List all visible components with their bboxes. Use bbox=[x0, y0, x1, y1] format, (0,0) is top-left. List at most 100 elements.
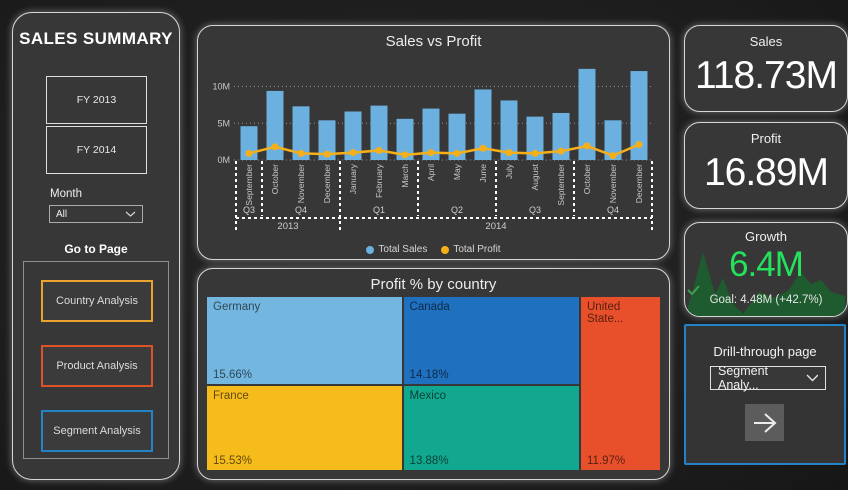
treemap-cell-name: Mexico bbox=[409, 389, 446, 402]
point-total-profit[interactable] bbox=[479, 144, 487, 152]
treemap-cells: Germany 15.66% Canada 14.18% United State...… bbox=[206, 296, 661, 471]
point-total-profit[interactable] bbox=[609, 152, 617, 160]
point-total-profit[interactable] bbox=[245, 149, 253, 157]
legend-dot bbox=[366, 245, 375, 254]
x-axis-month-label: December bbox=[634, 164, 644, 203]
treemap-cell-mexico[interactable]: Mexico 13.88% bbox=[402, 384, 580, 471]
page-title: SALES SUMMARY bbox=[19, 29, 173, 48]
bar-total-sales[interactable] bbox=[344, 111, 362, 160]
bar-total-sales[interactable] bbox=[578, 68, 596, 160]
fy-2014-button[interactable]: FY 2014 bbox=[46, 126, 147, 174]
profit-kpi-card: Profit 16.89M bbox=[684, 122, 848, 209]
legend-item-total-sales[interactable]: Total Sales bbox=[366, 244, 427, 255]
y-axis-label: 10M bbox=[212, 82, 230, 92]
treemap-cell-germany[interactable]: Germany 15.66% bbox=[206, 296, 403, 385]
bar-total-sales[interactable] bbox=[604, 120, 622, 160]
bar-total-sales[interactable] bbox=[630, 71, 648, 160]
treemap-cell-value: 13.88% bbox=[409, 454, 449, 467]
treemap-cell-canada[interactable]: Canada 14.18% bbox=[402, 296, 580, 385]
point-total-profit[interactable] bbox=[401, 151, 409, 159]
chevron-down-icon bbox=[806, 374, 818, 382]
x-axis-month-label: April bbox=[426, 164, 436, 181]
month-dropdown-value: All bbox=[56, 208, 68, 220]
bar-total-sales[interactable] bbox=[552, 112, 570, 160]
goto-country-analysis-button[interactable]: Country Analysis bbox=[41, 280, 153, 322]
point-total-profit[interactable] bbox=[375, 146, 383, 154]
y-axis-label: 0M bbox=[217, 155, 230, 165]
x-axis-quarter-label: Q1 bbox=[373, 205, 385, 215]
bar-total-sales[interactable] bbox=[500, 100, 518, 160]
x-axis-quarter-label: Q3 bbox=[529, 205, 541, 215]
legend-dot bbox=[441, 245, 450, 254]
treemap-cell-name: United State... bbox=[587, 301, 624, 325]
bar-total-sales[interactable] bbox=[448, 113, 466, 160]
growth-kpi-card: Growth 6.4M Goal: 4.48M (+42.7%) bbox=[684, 222, 848, 317]
x-axis-quarter-label: Q3 bbox=[243, 205, 255, 215]
fy-2013-button[interactable]: FY 2013 bbox=[46, 76, 147, 124]
x-axis-quarter-label: Q4 bbox=[295, 205, 307, 215]
arrow-right-icon bbox=[753, 412, 776, 433]
profit-card-label: Profit bbox=[750, 131, 782, 146]
point-total-profit[interactable] bbox=[427, 149, 435, 157]
line-total-profit bbox=[248, 143, 640, 157]
treemap-cell-france[interactable]: France 15.53% bbox=[206, 384, 403, 471]
goto-segment-analysis-button[interactable]: Segment Analysis bbox=[41, 410, 153, 452]
point-total-profit[interactable] bbox=[557, 147, 565, 155]
bar-total-sales[interactable] bbox=[292, 106, 310, 160]
x-axis-month-label: September bbox=[244, 164, 254, 206]
x-axis-month-label: October bbox=[582, 164, 592, 194]
treemap-title: Profit % by country bbox=[370, 276, 497, 293]
legend-label: Total Profit bbox=[453, 244, 501, 255]
x-axis-quarter-label: Q2 bbox=[451, 205, 463, 215]
point-total-profit[interactable] bbox=[297, 149, 305, 157]
point-total-profit[interactable] bbox=[271, 143, 279, 151]
bar-total-sales[interactable] bbox=[318, 120, 336, 160]
point-total-profit[interactable] bbox=[349, 149, 357, 157]
legend-item-total-profit[interactable]: Total Profit bbox=[441, 244, 501, 255]
drill-through-label: Drill-through page bbox=[713, 344, 817, 359]
x-axis-month-label: January bbox=[348, 163, 358, 194]
sales-card-value: 118.73M bbox=[695, 54, 838, 97]
treemap-cell-united-state-[interactable]: United State... 11.97% bbox=[580, 296, 661, 471]
chevron-down-icon bbox=[125, 211, 136, 217]
month-filter-label: Month bbox=[50, 188, 82, 200]
y-axis-label: 5M bbox=[217, 118, 230, 128]
drill-page-select[interactable]: Segment Analy... bbox=[710, 364, 826, 392]
bar-total-sales[interactable] bbox=[266, 90, 284, 160]
point-total-profit[interactable] bbox=[505, 149, 513, 157]
combo-chart-svg: 0M 5M 10M September October November December J… bbox=[212, 68, 653, 232]
profit-card-value: 16.89M bbox=[703, 151, 829, 194]
point-total-profit[interactable] bbox=[583, 142, 591, 150]
bar-total-sales[interactable] bbox=[526, 116, 544, 160]
x-axis-month-label: September bbox=[556, 164, 566, 206]
x-axis-month-label: December bbox=[322, 164, 332, 203]
point-total-profit[interactable] bbox=[453, 149, 461, 157]
bar-total-sales[interactable] bbox=[474, 89, 492, 160]
treemap-cell-name: France bbox=[213, 389, 249, 402]
bar-total-sales[interactable] bbox=[396, 118, 414, 160]
sales-card-label: Sales bbox=[749, 34, 783, 49]
month-dropdown[interactable]: All bbox=[49, 205, 143, 223]
drill-through-arrow-button[interactable] bbox=[745, 404, 784, 441]
point-total-profit[interactable] bbox=[323, 150, 331, 158]
goto-product-analysis-button[interactable]: Product Analysis bbox=[41, 345, 153, 387]
bar-total-sales[interactable] bbox=[422, 108, 440, 160]
point-total-profit[interactable] bbox=[635, 141, 643, 149]
drill-page-select-value: Segment Analy... bbox=[718, 364, 769, 392]
x-axis-month-label: August bbox=[530, 163, 540, 190]
treemap-cell-value: 15.66% bbox=[213, 368, 253, 381]
bar-total-sales[interactable] bbox=[370, 105, 388, 160]
point-total-profit[interactable] bbox=[531, 149, 539, 157]
x-axis-month-label: July bbox=[504, 163, 514, 179]
treemap-cell-name: Canada bbox=[409, 301, 450, 313]
goal-met-check-icon bbox=[687, 285, 700, 296]
x-axis-month-label: November bbox=[296, 164, 306, 203]
treemap-cell-name: Germany bbox=[213, 301, 261, 313]
legend-label: Total Sales bbox=[378, 244, 428, 255]
x-axis-month-label: October bbox=[270, 164, 280, 194]
treemap-cell-value: 15.53% bbox=[213, 454, 253, 467]
sales-kpi-card: Sales 118.73M bbox=[684, 25, 848, 112]
x-axis-month-label: February bbox=[374, 163, 384, 198]
x-axis-month-label: June bbox=[478, 164, 488, 183]
